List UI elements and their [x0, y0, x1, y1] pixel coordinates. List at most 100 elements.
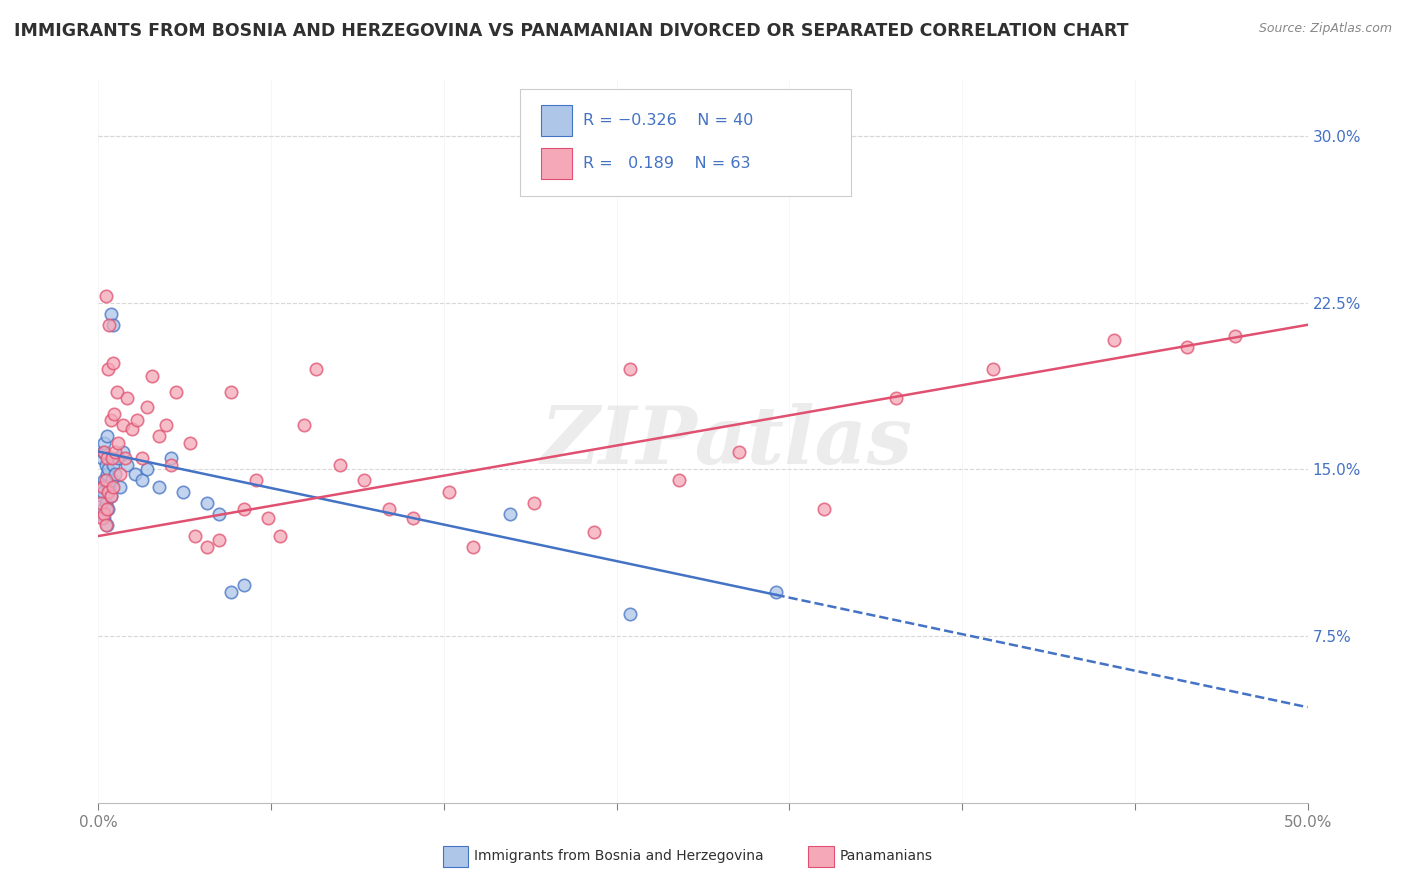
- Point: [619, 607, 641, 621]
- Point: [91, 480, 114, 494]
- Point: [94, 474, 117, 488]
- Point: [96, 451, 118, 466]
- Text: R =   0.189    N = 63: R = 0.189 N = 63: [583, 156, 751, 170]
- Point: [523, 496, 546, 510]
- Point: [165, 384, 187, 399]
- Point: [179, 435, 201, 450]
- Point: [135, 462, 157, 476]
- Point: [141, 368, 163, 383]
- Point: [93, 444, 115, 458]
- Text: Source: ZipAtlas.com: Source: ZipAtlas.com: [1258, 22, 1392, 36]
- Point: [90, 480, 112, 494]
- Point: [668, 474, 690, 488]
- Point: [184, 529, 207, 543]
- Point: [100, 413, 122, 427]
- Point: [94, 517, 117, 532]
- Point: [93, 511, 115, 525]
- Point: [111, 444, 134, 458]
- Point: [886, 391, 908, 405]
- Point: [1223, 329, 1246, 343]
- Point: [100, 451, 122, 466]
- Point: [221, 584, 243, 599]
- Text: ZIPatlas: ZIPatlas: [541, 403, 914, 480]
- Point: [172, 484, 194, 499]
- Point: [91, 511, 114, 525]
- Point: [93, 474, 115, 488]
- Point: [117, 391, 139, 405]
- Point: [97, 462, 120, 476]
- Point: [105, 384, 128, 399]
- Point: [96, 429, 118, 443]
- Point: [107, 435, 129, 450]
- Point: [108, 467, 131, 481]
- Text: Immigrants from Bosnia and Herzegovina: Immigrants from Bosnia and Herzegovina: [474, 849, 763, 863]
- Point: [96, 467, 118, 481]
- Point: [498, 507, 520, 521]
- Point: [1102, 334, 1125, 348]
- Point: [101, 356, 124, 370]
- Point: [135, 400, 157, 414]
- Point: [96, 502, 118, 516]
- Point: [96, 517, 118, 532]
- Point: [195, 496, 218, 510]
- Point: [1175, 340, 1198, 354]
- Point: [124, 467, 146, 481]
- Point: [93, 507, 115, 521]
- Point: [160, 458, 183, 472]
- Point: [114, 451, 136, 466]
- Point: [765, 584, 787, 599]
- Point: [256, 511, 278, 525]
- Point: [208, 533, 231, 548]
- Point: [269, 529, 291, 543]
- Point: [94, 496, 117, 510]
- Point: [107, 451, 129, 466]
- Point: [117, 458, 139, 472]
- Point: [377, 502, 399, 516]
- Point: [108, 480, 131, 494]
- Point: [103, 407, 125, 421]
- Point: [463, 540, 485, 554]
- Point: [100, 474, 122, 488]
- Point: [728, 444, 751, 458]
- Point: [94, 289, 117, 303]
- Point: [221, 384, 243, 399]
- Point: [97, 484, 120, 499]
- Point: [121, 422, 143, 436]
- Text: IMMIGRANTS FROM BOSNIA AND HERZEGOVINA VS PANAMANIAN DIVORCED OR SEPARATED CORRE: IMMIGRANTS FROM BOSNIA AND HERZEGOVINA V…: [14, 22, 1129, 40]
- Point: [104, 467, 127, 481]
- Point: [583, 524, 606, 539]
- Point: [127, 413, 149, 427]
- Point: [101, 480, 124, 494]
- Point: [91, 444, 114, 458]
- Point: [97, 502, 120, 516]
- Point: [353, 474, 375, 488]
- Point: [813, 502, 835, 516]
- Point: [155, 417, 177, 432]
- Text: Panamanians: Panamanians: [839, 849, 932, 863]
- Point: [329, 458, 352, 472]
- Point: [91, 484, 114, 499]
- Point: [305, 362, 328, 376]
- Point: [981, 362, 1004, 376]
- Point: [292, 417, 315, 432]
- Point: [131, 474, 153, 488]
- Point: [195, 540, 218, 554]
- Point: [93, 435, 115, 450]
- Point: [100, 489, 122, 503]
- Point: [101, 318, 124, 332]
- Point: [619, 362, 641, 376]
- Point: [232, 502, 254, 516]
- Point: [245, 474, 267, 488]
- Point: [98, 480, 121, 494]
- Point: [131, 451, 153, 466]
- Point: [100, 307, 122, 321]
- Point: [111, 417, 134, 432]
- Point: [101, 458, 124, 472]
- Point: [148, 480, 170, 494]
- Point: [104, 444, 127, 458]
- Point: [94, 458, 117, 472]
- Point: [97, 362, 120, 376]
- Text: R = −0.326    N = 40: R = −0.326 N = 40: [583, 113, 754, 128]
- Point: [232, 578, 254, 592]
- Point: [90, 496, 112, 510]
